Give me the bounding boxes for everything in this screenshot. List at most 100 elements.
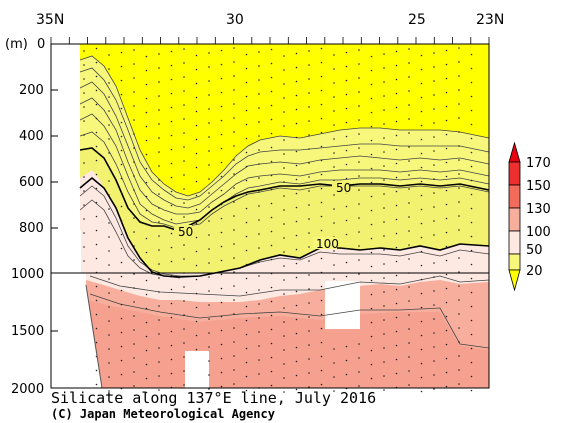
band-100-130 xyxy=(80,178,489,277)
station-dot xyxy=(445,315,448,318)
station-dot xyxy=(470,165,473,168)
station-dot xyxy=(170,64,173,67)
station-dot xyxy=(320,285,323,288)
station-dot xyxy=(120,219,123,222)
station-dot xyxy=(295,192,298,195)
station-dot xyxy=(270,244,273,247)
station-dot xyxy=(470,291,473,294)
contour-line-50 xyxy=(79,147,490,231)
station-dot xyxy=(233,103,235,105)
station-dot xyxy=(395,316,398,319)
station-dot xyxy=(158,179,160,181)
station-dot xyxy=(420,348,423,351)
station-dot xyxy=(420,68,423,71)
station-dot xyxy=(370,111,373,114)
colorbar-label: 50 xyxy=(526,243,543,258)
contour-line xyxy=(79,67,490,201)
station-dot xyxy=(333,124,335,126)
station-dot xyxy=(183,370,185,372)
station-dot xyxy=(408,160,410,162)
station-dot xyxy=(470,179,473,182)
station-dot xyxy=(370,97,373,100)
station-dot xyxy=(108,264,110,266)
station-dot xyxy=(245,165,248,168)
station-dot xyxy=(458,215,460,217)
contour-line xyxy=(79,55,490,197)
station-dot xyxy=(295,220,298,223)
station-dot xyxy=(95,159,98,162)
station-dot xyxy=(183,62,185,64)
colorbar-label: 100 xyxy=(526,225,551,240)
station-dot xyxy=(445,287,448,290)
station-dot xyxy=(420,292,423,295)
station-dot xyxy=(458,61,460,63)
station-dot xyxy=(395,260,398,263)
station-dot xyxy=(433,220,435,222)
station-dot xyxy=(95,257,98,260)
station-dot xyxy=(395,148,398,151)
station-dot xyxy=(133,203,135,205)
station-dot xyxy=(345,345,348,348)
station-dot xyxy=(270,384,273,387)
x-tick-label: 30 xyxy=(226,12,244,28)
station-dot xyxy=(283,279,285,281)
station-dot xyxy=(445,105,448,108)
station-dot xyxy=(158,305,160,307)
station-dot xyxy=(345,135,348,138)
station-dot xyxy=(445,357,448,360)
station-dot xyxy=(183,90,185,92)
station-dot xyxy=(383,123,385,125)
station-dot xyxy=(333,208,335,210)
colorbar-segment xyxy=(508,253,521,271)
station-dot xyxy=(220,273,223,276)
station-dot xyxy=(220,217,223,220)
station-dot xyxy=(95,285,98,288)
station-dot xyxy=(320,117,323,120)
station-dot xyxy=(395,344,398,347)
station-dot xyxy=(308,120,310,122)
station-dot xyxy=(120,135,123,138)
station-dot xyxy=(383,151,385,153)
station-dot xyxy=(420,362,423,365)
station-dot xyxy=(470,151,473,154)
station-dot xyxy=(183,258,185,260)
station-dot xyxy=(370,363,373,366)
station-dot xyxy=(208,150,210,152)
station-dot xyxy=(470,95,473,98)
station-dot xyxy=(283,349,285,351)
station-dot xyxy=(108,152,110,154)
station-dot xyxy=(145,307,148,310)
station-dot xyxy=(445,371,448,374)
station-dot xyxy=(308,372,310,374)
station-dot xyxy=(408,76,410,78)
station-dot xyxy=(158,151,160,153)
station-dot xyxy=(108,292,110,294)
station-dot xyxy=(258,149,260,151)
station-dot xyxy=(145,111,148,114)
station-dot xyxy=(258,359,260,361)
station-dot xyxy=(270,146,273,149)
station-dot xyxy=(458,103,460,105)
station-dot xyxy=(308,190,310,192)
station-dot xyxy=(408,132,410,134)
station-dot xyxy=(445,329,448,332)
station-dot xyxy=(258,177,260,179)
station-dot xyxy=(83,190,85,192)
station-dot xyxy=(195,306,198,309)
colorbar: 170 150 130 100 50 20 xyxy=(508,141,551,292)
contour-lines xyxy=(79,55,490,349)
station-dot xyxy=(183,356,185,358)
station-dot xyxy=(170,190,173,193)
station-dot xyxy=(395,232,398,235)
station-dot xyxy=(220,119,223,122)
station-dot xyxy=(208,122,210,124)
station-dot xyxy=(470,277,473,280)
station-dot xyxy=(320,75,323,78)
station-dot xyxy=(120,177,123,180)
station-dot xyxy=(208,136,210,138)
bottom-topography xyxy=(85,284,103,389)
station-dot xyxy=(308,358,310,360)
station-dot xyxy=(308,78,310,80)
station-dot xyxy=(370,209,373,212)
station-dot xyxy=(270,202,273,205)
